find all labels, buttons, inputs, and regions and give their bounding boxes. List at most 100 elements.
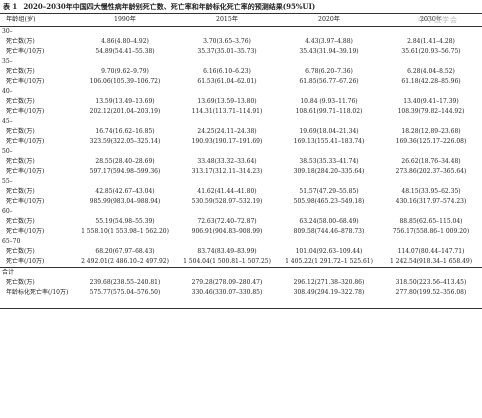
value-cell: 6.78(6.20–7.36) [305,68,353,75]
value-cell: 430.16(317.97–574.23) [395,198,467,205]
age-group-label: 50– [2,148,13,155]
value-cell: 41.62(41.44–41.80) [197,188,257,195]
row-label: 死亡数(万) [6,218,35,225]
age-group-label: 55– [2,178,13,185]
age-group-row: 60– [0,207,482,217]
table-row: 死亡数(万) 239.68(238.55–240.81) 279.28(278.09… [0,278,482,288]
value-cell: 106.06(105.39–106.72) [89,78,161,85]
value-cell: 72.63(72.40–72.87) [197,218,257,225]
table-row: 死亡率(/10万) 985.99(983.04–988.94) 530.59(528… [0,197,482,207]
table-row: 死亡数(万) 55.19(54.98–55.39) 72.63(72.40–72.8… [0,217,482,227]
value-cell: 239.68(238.55–240.81) [89,279,161,286]
value-cell: 323.59(322.05–325.14) [89,138,161,145]
value-cell: 2.84(1.41–4.28) [407,38,455,45]
value-cell: 597.17(594.98–599.36) [89,168,161,175]
age-group-row: 35– [0,57,482,67]
age-group-row: 30– [0,27,482,38]
row-label: 死亡数(万) [6,279,35,286]
value-cell: 54.89(54.41–55.38) [95,48,155,55]
table-row: 年龄标化死亡率(/10万) 575.77(575.04–576.50) 330.46… [0,288,482,309]
value-cell: 505.98(465.23–549.18) [293,198,365,205]
value-cell: 13.59(13.49–13.69) [95,98,155,105]
value-cell: 13.40(9.41–17.39) [403,98,459,105]
row-label: 死亡率(/10万) [6,138,45,145]
value-cell: 279.28(278.09–280.47) [191,279,263,286]
value-cell: 202.12(201.04–203.19) [89,108,161,115]
value-cell: 42.85(42.67–43.04) [95,188,155,195]
value-cell: 169.13(155.41–183.74) [293,138,365,145]
header-year-2020: 2020年 [278,13,380,27]
header-row: 年龄组(岁) 1990年 2015年 2020年 2030年 [0,13,482,27]
age-group-label: 35– [2,58,13,65]
table-row: 死亡数(万) 28.55(28.40–28.69) 33.48(33.32–33.6… [0,157,482,167]
value-cell: 1 558.10(1 553.98–1 562.20) [81,228,169,235]
table-row: 死亡数(万) 4.86(4.80–4.92) 3.70(3.65–3.76) 4.43… [0,37,482,47]
value-cell: 114.31(113.71–114.91) [191,108,263,115]
value-cell: 985.99(983.04–988.94) [89,198,161,205]
table-row: 死亡数(万) 16.74(16.62–16.85) 24.25(24.11–24.3… [0,127,482,137]
value-cell: 6.16(6.10–6.23) [203,68,251,75]
table-title: 2020–2030年中国四大慢性病年龄别死亡数、死亡率和年龄标化死亡率的预测结果… [23,2,316,11]
value-cell: 309.18(284.20–335.64) [293,168,365,175]
value-cell: 35.37(35.01–35.73) [197,48,257,55]
value-cell: 169.36(125.17–226.08) [395,138,467,145]
value-cell: 575.77(575.04–576.50) [74,288,176,309]
header-year-2015: 2015年 [176,13,278,27]
value-cell: 63.24(58.00–68.49) [299,218,359,225]
value-cell: 6.28(4.04–8.52) [407,68,455,75]
value-cell: 273.86(202.37–365.64) [395,168,467,175]
row-label: 死亡率(/10万) [6,78,45,85]
value-cell: 313.17(312.11–314.23) [191,168,263,175]
row-label: 年龄标化死亡率(/10万) [0,288,74,309]
age-group-row: 65–70 [0,237,482,247]
value-cell: 108.61(99.71–118.02) [295,108,363,115]
age-group-label: 45– [2,118,13,125]
row-label: 死亡数(万) [6,38,35,45]
header-year-1990: 1990年 [74,13,176,27]
value-cell: 2 492.01(2 486.10–2 497.92) [81,258,169,265]
value-cell: 13.69(13.59–13.80) [197,98,257,105]
row-label: 死亡数(万) [6,158,35,165]
row-label: 死亡率(/10万) [6,108,45,115]
table-row: 死亡率(/10万) 106.06(105.39–106.72) 61.53(61.0… [0,77,482,87]
value-cell: 108.39(79.82–144.92) [397,108,465,115]
age-group-label: 40– [2,88,13,95]
value-cell: 10.84 (9.93–11.76) [300,98,358,105]
row-label: 死亡率(/10万) [6,258,45,265]
mortality-prediction-table: 年龄组(岁) 1990年 2015年 2020年 2030年 30– 死亡数(万)… [0,13,482,309]
value-cell: 190.93(190.17–191.69) [191,138,263,145]
table-row: 死亡率(/10万) 54.89(54.41–55.38) 35.37(35.01–3… [0,47,482,57]
table-caption: 表 1 2020–2030年中国四大慢性病年龄别死亡数、死亡率和年龄标化死亡率的预… [0,1,482,13]
value-cell: 4.86(4.80–4.92) [101,38,149,45]
value-cell: 4.43(3.97–4.88) [305,38,353,45]
value-cell: 26.62(18.76–34.48) [401,158,461,165]
row-label: 死亡率(/10万) [6,198,45,205]
value-cell: 756.17(558.86–1 009.20) [392,228,470,235]
value-cell: 101.04(92.63–109.44) [295,248,363,255]
row-label: 死亡数(万) [6,188,35,195]
table-row: 死亡数(万) 9.70(9.62–9.79) 6.16(6.10–6.23) 6.78… [0,67,482,77]
value-cell: 1 504.04(1 500.81–1 507.25) [183,258,271,265]
value-cell: 48.15(33.95–62.35) [401,188,461,195]
table-row: 死亡数(万) 68.20(67.97–68.43) 83.74(83.49–83.9… [0,247,482,257]
age-group-row: 50– [0,147,482,157]
value-cell: 19.69(18.04–21.34) [299,128,359,135]
table-row: 死亡数(万) 13.59(13.49–13.69) 13.69(13.59–13.8… [0,97,482,107]
table-row: 死亡率(/10万) 202.12(201.04–203.19) 114.31(113… [0,107,482,117]
value-cell: 68.20(67.97–68.43) [95,248,155,255]
row-label: 死亡率(/10万) [6,228,45,235]
total-row: 合计 [0,267,482,278]
table-row: 死亡率(/10万) 323.59(322.05–325.14) 190.93(190… [0,137,482,147]
value-cell: 318.50(223.56–413.45) [395,279,467,286]
value-cell: 61.53(61.04–62.01) [197,78,257,85]
value-cell: 35.43(31.94–39.19) [299,48,359,55]
value-cell: 55.19(54.98–55.39) [95,218,155,225]
value-cell: 28.55(28.40–28.69) [95,158,155,165]
value-cell: 530.59(528.97–532.19) [191,198,263,205]
value-cell: 296.12(271.38–320.86) [293,279,365,286]
value-cell: 1 242.54(918.34–1 658.49) [389,258,473,265]
row-label: 死亡数(万) [6,98,35,105]
value-cell: 24.25(24.11–24.38) [197,128,257,135]
age-group-label: 60– [2,208,13,215]
value-cell: 308.49(294.19–322.78) [278,288,380,309]
